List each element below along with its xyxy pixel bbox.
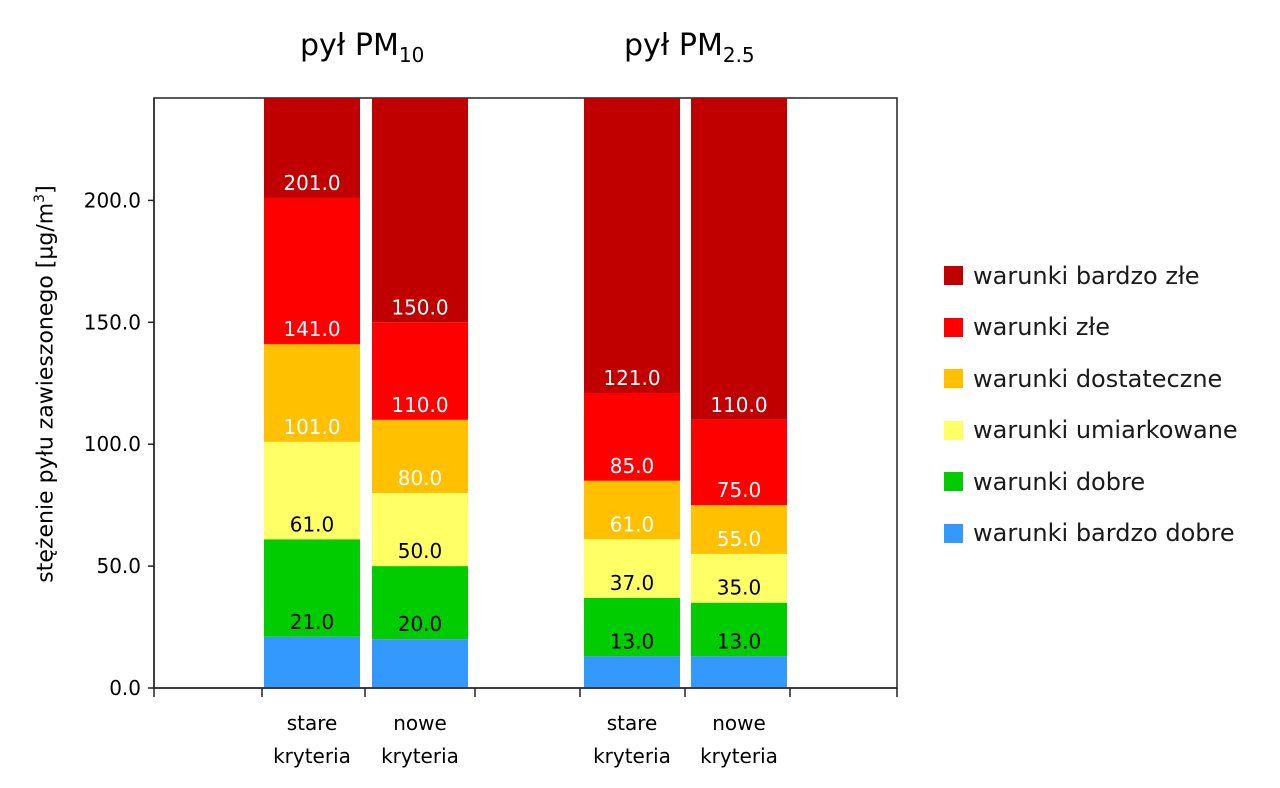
data-label: 13.0 [610, 629, 655, 653]
bar-segment [691, 553, 787, 603]
y-tick-label: 100.0 [84, 432, 141, 456]
bar-segment [264, 98, 360, 198]
bar-segment [372, 566, 468, 640]
bar-segment [691, 602, 787, 657]
bar-segment [691, 98, 787, 420]
x-tick-label: nowe [393, 711, 447, 735]
data-label: 150.0 [391, 295, 448, 319]
data-label: 110.0 [710, 393, 767, 417]
bar-segment [691, 656, 787, 688]
data-label: 50.0 [398, 539, 443, 563]
data-label: 21.0 [290, 610, 335, 634]
x-tick-label: stare [287, 711, 338, 735]
legend-swatch [944, 472, 963, 492]
bar-segment [584, 393, 680, 481]
bar-segment [372, 492, 468, 567]
chart-title-pm10: pył PM10 [300, 28, 425, 67]
bar-segment [691, 419, 787, 506]
y-tick-label: 150.0 [84, 310, 141, 334]
bar-segment [584, 98, 680, 393]
data-label: 61.0 [610, 512, 655, 536]
data-label: 201.0 [283, 171, 340, 195]
legend-item-dobre: warunki dobre [944, 456, 1238, 508]
legend-swatch [944, 420, 963, 440]
legend-swatch [944, 317, 963, 337]
bar-segment [372, 322, 468, 420]
legend-item-umiarkowane: warunki umiarkowane [944, 405, 1238, 457]
bar-segment [584, 656, 680, 688]
legend-swatch [944, 369, 963, 389]
bar-segment [264, 197, 360, 345]
bar-segment [372, 98, 468, 323]
legend-item-bardzo-zle: warunki bardzo złe [944, 250, 1238, 302]
data-label: 61.0 [290, 512, 335, 536]
x-tick-label: kryteria [593, 744, 671, 768]
legend: warunki bardzo złe warunki złe warunki d… [944, 250, 1238, 559]
legend-item-zle: warunki złe [944, 302, 1238, 354]
bar-segment [264, 636, 360, 688]
data-label: 13.0 [717, 629, 762, 653]
bar-segment [264, 539, 360, 637]
y-tick-label: 0.0 [109, 676, 141, 700]
bar-segment [372, 639, 468, 688]
y-axis-label: stężenie pyłu zawieszonego [µg/m3] [32, 185, 59, 583]
y-tick-label: 200.0 [84, 188, 141, 212]
bar-segment [584, 480, 680, 540]
data-label: 35.0 [717, 576, 762, 600]
data-label: 20.0 [398, 612, 443, 636]
x-tick-label: nowe [712, 711, 766, 735]
bar-segment [264, 441, 360, 540]
x-tick-label: stare [607, 711, 658, 735]
bar-segment [264, 344, 360, 442]
y-tick-label: 50.0 [96, 554, 141, 578]
data-label: 37.0 [610, 571, 655, 595]
data-label: 121.0 [603, 366, 660, 390]
data-label: 141.0 [283, 317, 340, 341]
legend-item-bardzo-dobre: warunki bardzo dobre [944, 508, 1238, 560]
bar-segment [584, 539, 680, 598]
data-label: 55.0 [717, 527, 762, 551]
legend-swatch [944, 523, 963, 543]
data-label: 75.0 [717, 478, 762, 502]
legend-swatch [944, 266, 963, 286]
data-label: 101.0 [283, 415, 340, 439]
bar-segment [372, 419, 468, 493]
data-label: 80.0 [398, 466, 443, 490]
data-label: 110.0 [391, 393, 448, 417]
x-tick-label: kryteria [273, 744, 351, 768]
legend-item-dostateczne: warunki dostateczne [944, 353, 1238, 405]
bar-segment [584, 597, 680, 657]
bar-segment [691, 505, 787, 554]
x-tick-label: kryteria [381, 744, 459, 768]
data-label: 85.0 [610, 454, 655, 478]
x-tick-label: kryteria [700, 744, 778, 768]
chart-title-pm25: pył PM2.5 [624, 28, 755, 67]
